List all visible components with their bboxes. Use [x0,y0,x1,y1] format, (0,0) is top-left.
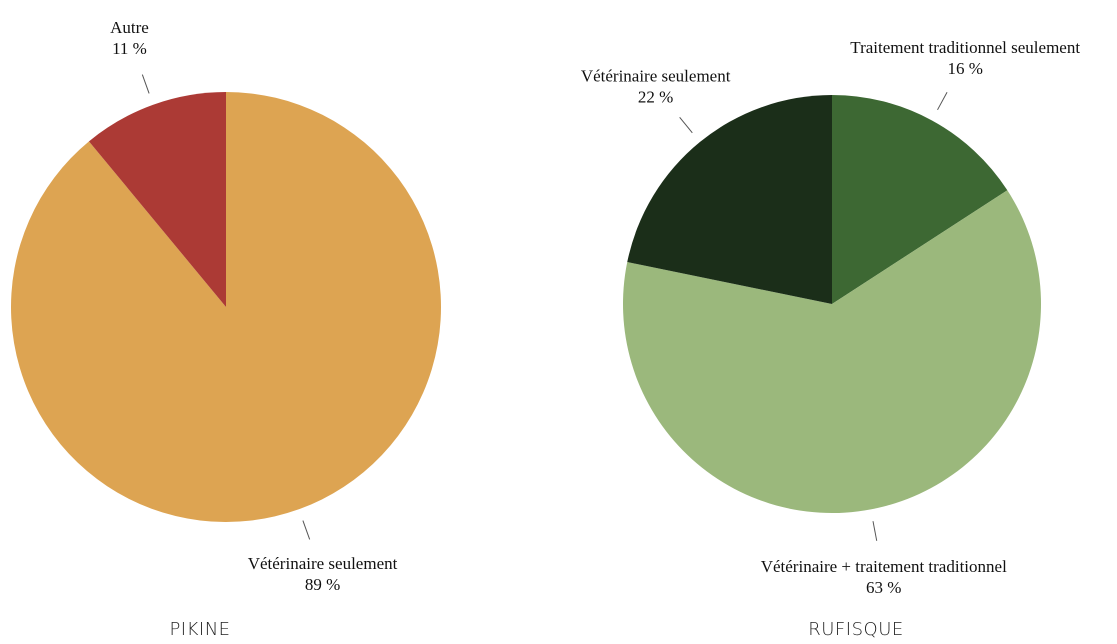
slice-name: Vétérinaire seulement [581,67,731,86]
leader-line [679,116,693,134]
leader-line [141,74,150,94]
slice-name: Traitement traditionnel seulement [850,38,1080,57]
slice-value-label: 11 % [112,39,147,58]
slice-name: Vétérinaire seulement [248,554,398,573]
slice-value-label: 89 % [305,575,340,594]
pie-slice [627,94,832,304]
slice-name: Autre [110,18,149,37]
pie-slice [623,190,1041,513]
pie-slice [10,92,442,522]
slice-value-label: 22 % [638,88,673,107]
chart-title: PIKINE [169,619,230,640]
slice-name: Vétérinaire + traitement traditionnel [761,557,1007,576]
chart-title: RUFISQUE [808,619,904,640]
pie-slice [88,92,226,307]
leader-line [872,521,878,541]
slice-value-label: 16 % [947,59,982,78]
leader-line [937,91,948,111]
slice-value-label: 63 % [866,578,901,597]
leader-line [302,520,311,540]
pie-slice [832,95,1008,304]
